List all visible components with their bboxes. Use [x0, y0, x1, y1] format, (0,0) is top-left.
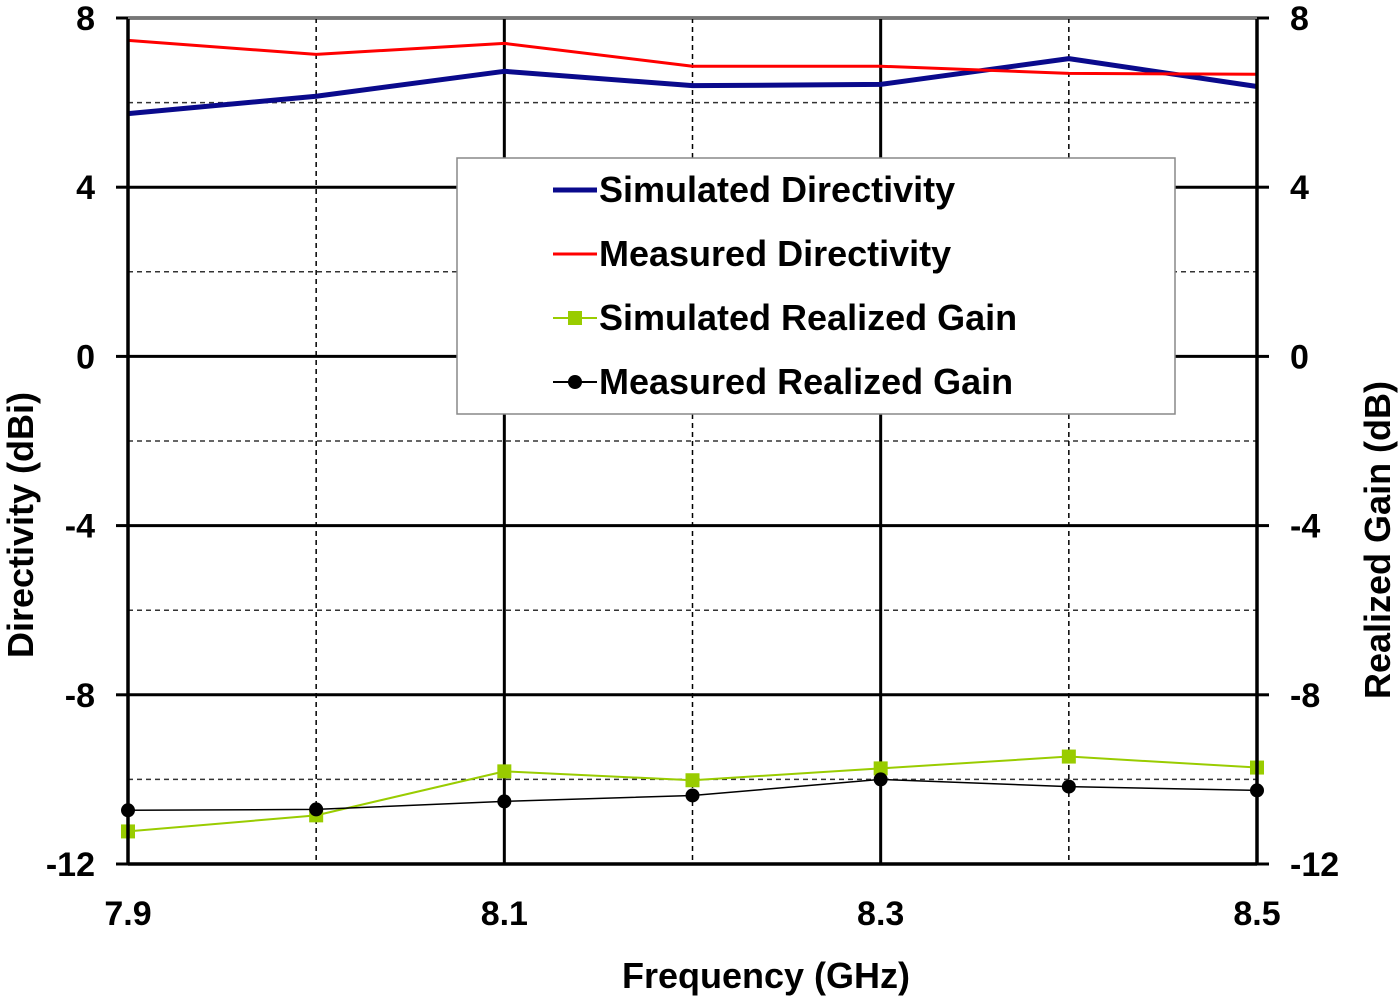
- y2-tick-label: -8: [1290, 677, 1320, 715]
- series-group: [121, 38, 1264, 839]
- data-point-square: [873, 761, 888, 776]
- legend-label: Measured Directivity: [599, 233, 951, 274]
- y-axis-label: Directivity (dBi): [0, 392, 41, 658]
- legend-label: Simulated Directivity: [599, 169, 955, 210]
- legend-marker-circle: [568, 375, 582, 389]
- y-tick-label: 0: [76, 338, 95, 376]
- legend-label: Measured Realized Gain: [599, 361, 1013, 402]
- y2-tick-label: -12: [1290, 846, 1339, 884]
- legend-label: Simulated Realized Gain: [599, 297, 1017, 338]
- x-tick-label: 8.5: [1233, 895, 1280, 933]
- y2-tick-label: 4: [1290, 169, 1309, 207]
- data-point-circle: [873, 772, 888, 787]
- data-point-circle: [1061, 779, 1076, 794]
- y2-tick-label: 0: [1290, 338, 1309, 376]
- data-point-circle: [685, 788, 700, 803]
- y2-axis-label: Realized Gain (dB): [1357, 381, 1398, 699]
- y-tick-label: 8: [76, 0, 95, 38]
- legend: Simulated Directivity Measured Directivit…: [456, 157, 1176, 415]
- axes: 8 84 40 0-4 -4-8 -8-12 -127.9 8.1 8.3 8.5: [46, 0, 1339, 933]
- legend-box: [456, 157, 1176, 415]
- x-tick-label: 8.3: [857, 895, 904, 933]
- y2-tick-label: 8: [1290, 0, 1309, 38]
- data-point-square: [1061, 749, 1076, 764]
- y2-tick-label: -4: [1290, 508, 1320, 546]
- series-line-0: [127, 56, 1258, 117]
- data-point-circle: [309, 802, 324, 817]
- data-point-square: [497, 764, 512, 779]
- y-tick-label: -4: [65, 508, 95, 546]
- y-tick-label: 4: [76, 169, 95, 207]
- x-tick-label: 8.1: [481, 895, 528, 933]
- x-tick-label: 7.9: [104, 895, 151, 933]
- data-point-circle: [497, 794, 512, 809]
- y-tick-label: -8: [65, 677, 95, 715]
- grid: [128, 16, 1257, 866]
- x-axis-label: Frequency (GHz): [622, 955, 910, 996]
- data-point-square: [685, 773, 700, 788]
- legend-marker-square: [568, 311, 582, 325]
- y-tick-label: -12: [46, 846, 95, 884]
- series-line-1: [127, 38, 1258, 76]
